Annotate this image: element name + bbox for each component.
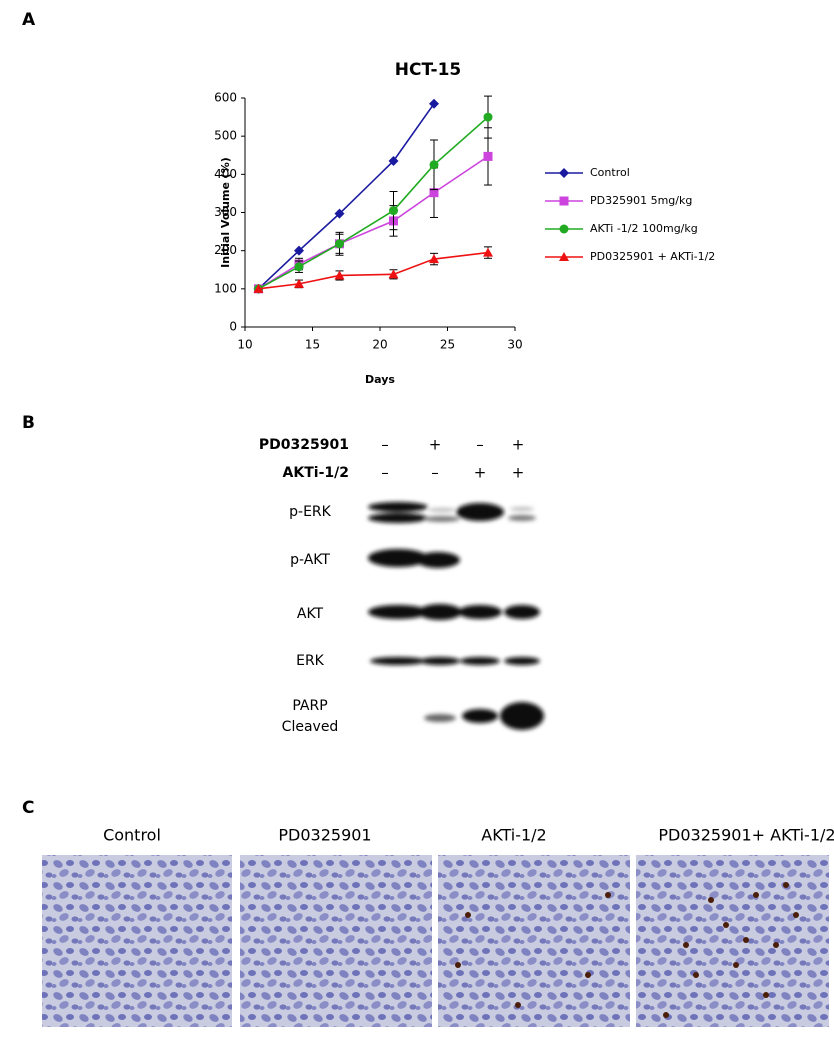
stain-dot <box>515 1002 521 1008</box>
y-tick-label: 200 <box>214 243 237 257</box>
treatment-label: AKTi-1/2 <box>283 465 349 481</box>
marker <box>294 278 304 288</box>
blot-row-label: AKT <box>297 606 324 622</box>
legend-label: PD0325901 + AKTi-1/2 <box>590 250 715 263</box>
marker <box>388 155 399 166</box>
blot-row-label: p-ERK <box>289 504 332 520</box>
marker <box>429 160 439 170</box>
blot-row-label: p-AKT <box>290 552 330 568</box>
x-tick-label: 30 <box>507 338 522 352</box>
treatment-label: PD0325901 <box>259 437 349 453</box>
marker <box>559 168 569 178</box>
x-tick-label: 15 <box>305 338 320 352</box>
treatment-sign: + <box>512 464 525 482</box>
histology-caption: PD0325901 <box>278 826 371 845</box>
histology-image <box>438 855 630 1027</box>
x-tick-label: 25 <box>440 338 455 352</box>
stain-dot <box>465 912 471 918</box>
y-tick-label: 100 <box>214 281 237 295</box>
stain-dot <box>708 897 714 903</box>
treatment-sign: + <box>512 436 525 454</box>
line-chart: HCT-15 0 100 200 300 400 500 600 10 15 20 25 30 Days I… <box>214 60 715 386</box>
stain-dot <box>793 912 799 918</box>
marker <box>429 98 439 109</box>
stain-dot <box>723 922 729 928</box>
stain-dot <box>455 962 461 968</box>
legend-label: PD325901 5mg/kg <box>590 194 692 207</box>
y-tick-label: 300 <box>214 205 237 219</box>
marker <box>335 239 344 249</box>
histology-image <box>240 855 432 1027</box>
y-tick-label: 400 <box>214 167 237 181</box>
y-tick-label: 0 <box>229 320 237 334</box>
histology-image <box>636 855 829 1027</box>
series-line <box>258 116 489 290</box>
marker <box>429 254 439 264</box>
stain-dot <box>783 882 789 888</box>
treatment-sign: + <box>474 464 487 482</box>
stain-dot <box>605 892 611 898</box>
series-line <box>258 155 489 290</box>
western-blot: PD0325901 – + – + AKTi-1/2 – – + + p-ERK p-AKT AKT ER… <box>259 436 544 735</box>
treatment-sign: + <box>429 436 442 454</box>
stain-dot <box>743 937 749 943</box>
marker <box>483 247 493 257</box>
histology-caption: PD0325901+ AKTi-1/2 <box>658 826 834 845</box>
histology-image <box>42 855 232 1027</box>
marker <box>559 196 569 206</box>
blot-row-label: Cleaved <box>282 719 339 735</box>
panel-label: C <box>22 798 34 818</box>
panel-label: A <box>22 10 36 30</box>
series-line <box>257 103 435 290</box>
stain-dot <box>585 972 591 978</box>
blot-row-label: PARP <box>292 698 327 714</box>
treatment-sign: – <box>431 464 439 482</box>
treatment-sign: – <box>381 464 389 482</box>
histology-caption: Control <box>103 826 161 845</box>
x-tick-label: 10 <box>237 338 252 352</box>
marker <box>559 252 569 261</box>
marker <box>253 283 264 293</box>
x-tick-label: 20 <box>372 338 387 352</box>
histology-caption: AKTi-1/2 <box>481 826 546 845</box>
marker <box>294 262 304 272</box>
y-axis-label: Initial Volume (%) <box>219 157 232 268</box>
marker <box>429 188 439 198</box>
stain-dot <box>663 1012 669 1018</box>
chart-title: HCT-15 <box>395 60 462 80</box>
marker <box>483 112 493 122</box>
stain-dot <box>763 992 769 998</box>
y-tick-label: 600 <box>214 91 237 105</box>
series-line <box>258 251 489 290</box>
marker <box>389 206 398 216</box>
histology-panels: Control PD0325901 AKTi-1/2 PD0325901+ AKTi-… <box>42 826 834 1027</box>
marker <box>294 245 304 256</box>
marker <box>334 208 345 219</box>
marker <box>388 269 399 279</box>
blot-row-label: ERK <box>296 653 325 669</box>
legend-label: AKTi -1/2 100mg/kg <box>590 222 698 235</box>
treatment-sign: – <box>381 436 389 454</box>
legend-label: Control <box>590 166 630 179</box>
y-tick-label: 500 <box>214 129 237 143</box>
treatment-sign: – <box>476 436 484 454</box>
marker <box>559 224 569 234</box>
stain-dot <box>693 972 699 978</box>
stain-dot <box>773 942 779 948</box>
panel-label: B <box>22 413 35 433</box>
marker <box>334 270 345 280</box>
stain-dot <box>753 892 759 898</box>
marker <box>483 151 493 161</box>
stain-dot <box>733 962 739 968</box>
x-axis-label: Days <box>365 373 395 386</box>
stain-dot <box>683 942 689 948</box>
